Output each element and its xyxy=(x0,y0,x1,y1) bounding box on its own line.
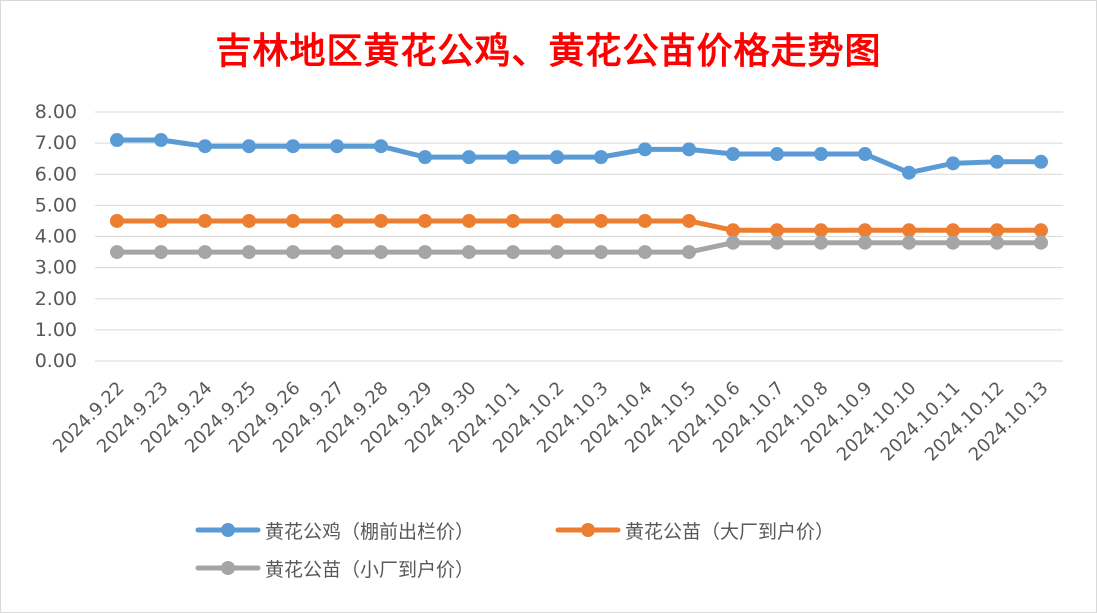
data-point xyxy=(198,213,212,228)
data-point xyxy=(814,147,828,162)
data-point xyxy=(902,165,916,180)
data-point xyxy=(594,245,608,260)
data-point xyxy=(1034,223,1048,238)
data-point xyxy=(242,245,256,260)
legend-marker-series-2 xyxy=(555,523,621,537)
data-point xyxy=(198,139,212,154)
y-tick-label: 5.00 xyxy=(35,194,77,216)
data-point xyxy=(682,142,696,157)
data-point xyxy=(726,147,740,162)
series-line xyxy=(114,218,1044,233)
series-2 xyxy=(110,213,1048,238)
data-point xyxy=(1034,235,1048,250)
data-point xyxy=(418,150,432,165)
data-point xyxy=(814,235,828,250)
x-axis-tick-labels: 2024.9.222024.9.232024.9.242024.9.252024… xyxy=(49,378,1053,466)
chart-title: 吉林地区黄花公鸡、黄花公苗价格走势图 xyxy=(215,30,882,72)
y-tick-label: 4.00 xyxy=(35,226,77,248)
legend-label-series-2: 黄花公苗（大厂到户价） xyxy=(625,520,835,543)
data-point xyxy=(726,223,740,238)
legend-label-series-3: 黄花公苗（小厂到户价） xyxy=(265,558,475,581)
data-point xyxy=(330,213,344,228)
data-point xyxy=(550,213,564,228)
y-tick-label: 7.00 xyxy=(35,132,77,154)
data-point xyxy=(946,235,960,250)
data-point xyxy=(946,223,960,238)
series-line xyxy=(114,240,1044,255)
data-point xyxy=(990,154,1004,169)
gridlines xyxy=(95,111,1063,362)
data-point xyxy=(374,245,388,260)
data-point xyxy=(506,245,520,260)
legend-item-series-1: 黄花公鸡（棚前出栏价） xyxy=(195,515,474,545)
data-point xyxy=(550,150,564,165)
series-lines xyxy=(110,133,1048,260)
data-point xyxy=(594,150,608,165)
legend-label-series-1: 黄花公鸡（棚前出栏价） xyxy=(265,520,475,543)
y-axis-tick-labels: 0.00 1.00 2.00 3.00 4.00 5.00 6.00 7.00 8.00 xyxy=(35,101,77,372)
data-point xyxy=(1034,154,1048,169)
series-3 xyxy=(110,235,1048,260)
data-point xyxy=(506,213,520,228)
data-point xyxy=(726,235,740,250)
data-point xyxy=(638,213,652,228)
y-tick-label: 2.00 xyxy=(35,288,77,310)
data-point xyxy=(902,235,916,250)
data-point xyxy=(198,245,212,260)
data-point xyxy=(330,245,344,260)
data-point xyxy=(110,245,124,260)
legend-marker-series-1 xyxy=(195,523,261,537)
data-point xyxy=(242,139,256,154)
series-1 xyxy=(110,133,1048,180)
data-point xyxy=(462,213,476,228)
data-point xyxy=(154,133,168,148)
series-line xyxy=(114,137,1044,176)
data-point xyxy=(594,213,608,228)
data-point xyxy=(902,223,916,238)
legend-item-series-2: 黄花公苗（大厂到户价） xyxy=(555,515,834,545)
data-point xyxy=(462,150,476,165)
data-point xyxy=(682,213,696,228)
data-point xyxy=(418,213,432,228)
data-point xyxy=(110,133,124,148)
data-point xyxy=(154,245,168,260)
data-point xyxy=(462,245,476,260)
data-point xyxy=(154,213,168,228)
data-point xyxy=(858,223,872,238)
data-point xyxy=(946,156,960,171)
y-tick-label: 6.00 xyxy=(35,163,77,185)
data-point xyxy=(110,213,124,228)
data-point xyxy=(330,139,344,154)
data-point xyxy=(506,150,520,165)
data-point xyxy=(550,245,564,260)
data-point xyxy=(374,139,388,154)
data-point xyxy=(814,223,828,238)
y-tick-label: 1.00 xyxy=(35,319,77,341)
data-point xyxy=(682,245,696,260)
y-tick-label: 3.00 xyxy=(35,257,77,279)
data-point xyxy=(418,245,432,260)
legend-item-series-3: 黄花公苗（小厂到户价） xyxy=(195,553,474,583)
data-point xyxy=(770,235,784,250)
data-point xyxy=(286,213,300,228)
data-point xyxy=(770,147,784,162)
data-point xyxy=(770,223,784,238)
data-point xyxy=(858,147,872,162)
legend-marker-series-3 xyxy=(195,561,261,575)
data-point xyxy=(286,245,300,260)
data-point xyxy=(242,213,256,228)
data-point xyxy=(374,213,388,228)
data-point xyxy=(990,223,1004,238)
data-point xyxy=(990,235,1004,250)
data-point xyxy=(638,142,652,157)
y-tick-label: 0.00 xyxy=(35,350,77,372)
data-point xyxy=(286,139,300,154)
data-point xyxy=(638,245,652,260)
data-point xyxy=(858,235,872,250)
y-tick-label: 8.00 xyxy=(35,101,77,123)
